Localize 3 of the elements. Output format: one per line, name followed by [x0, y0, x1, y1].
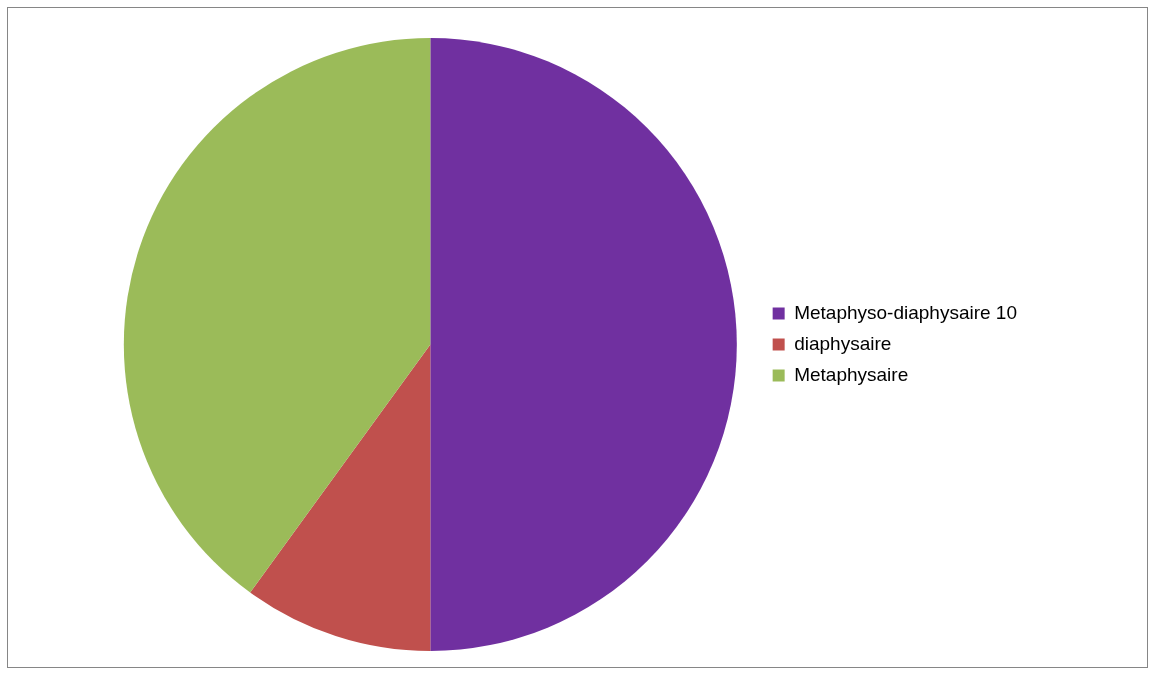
legend-label: diaphysaire: [794, 332, 892, 354]
legend-label: Metaphysaire: [794, 363, 909, 385]
legend-label: Metaphyso-diaphysaire 10: [794, 301, 1018, 323]
